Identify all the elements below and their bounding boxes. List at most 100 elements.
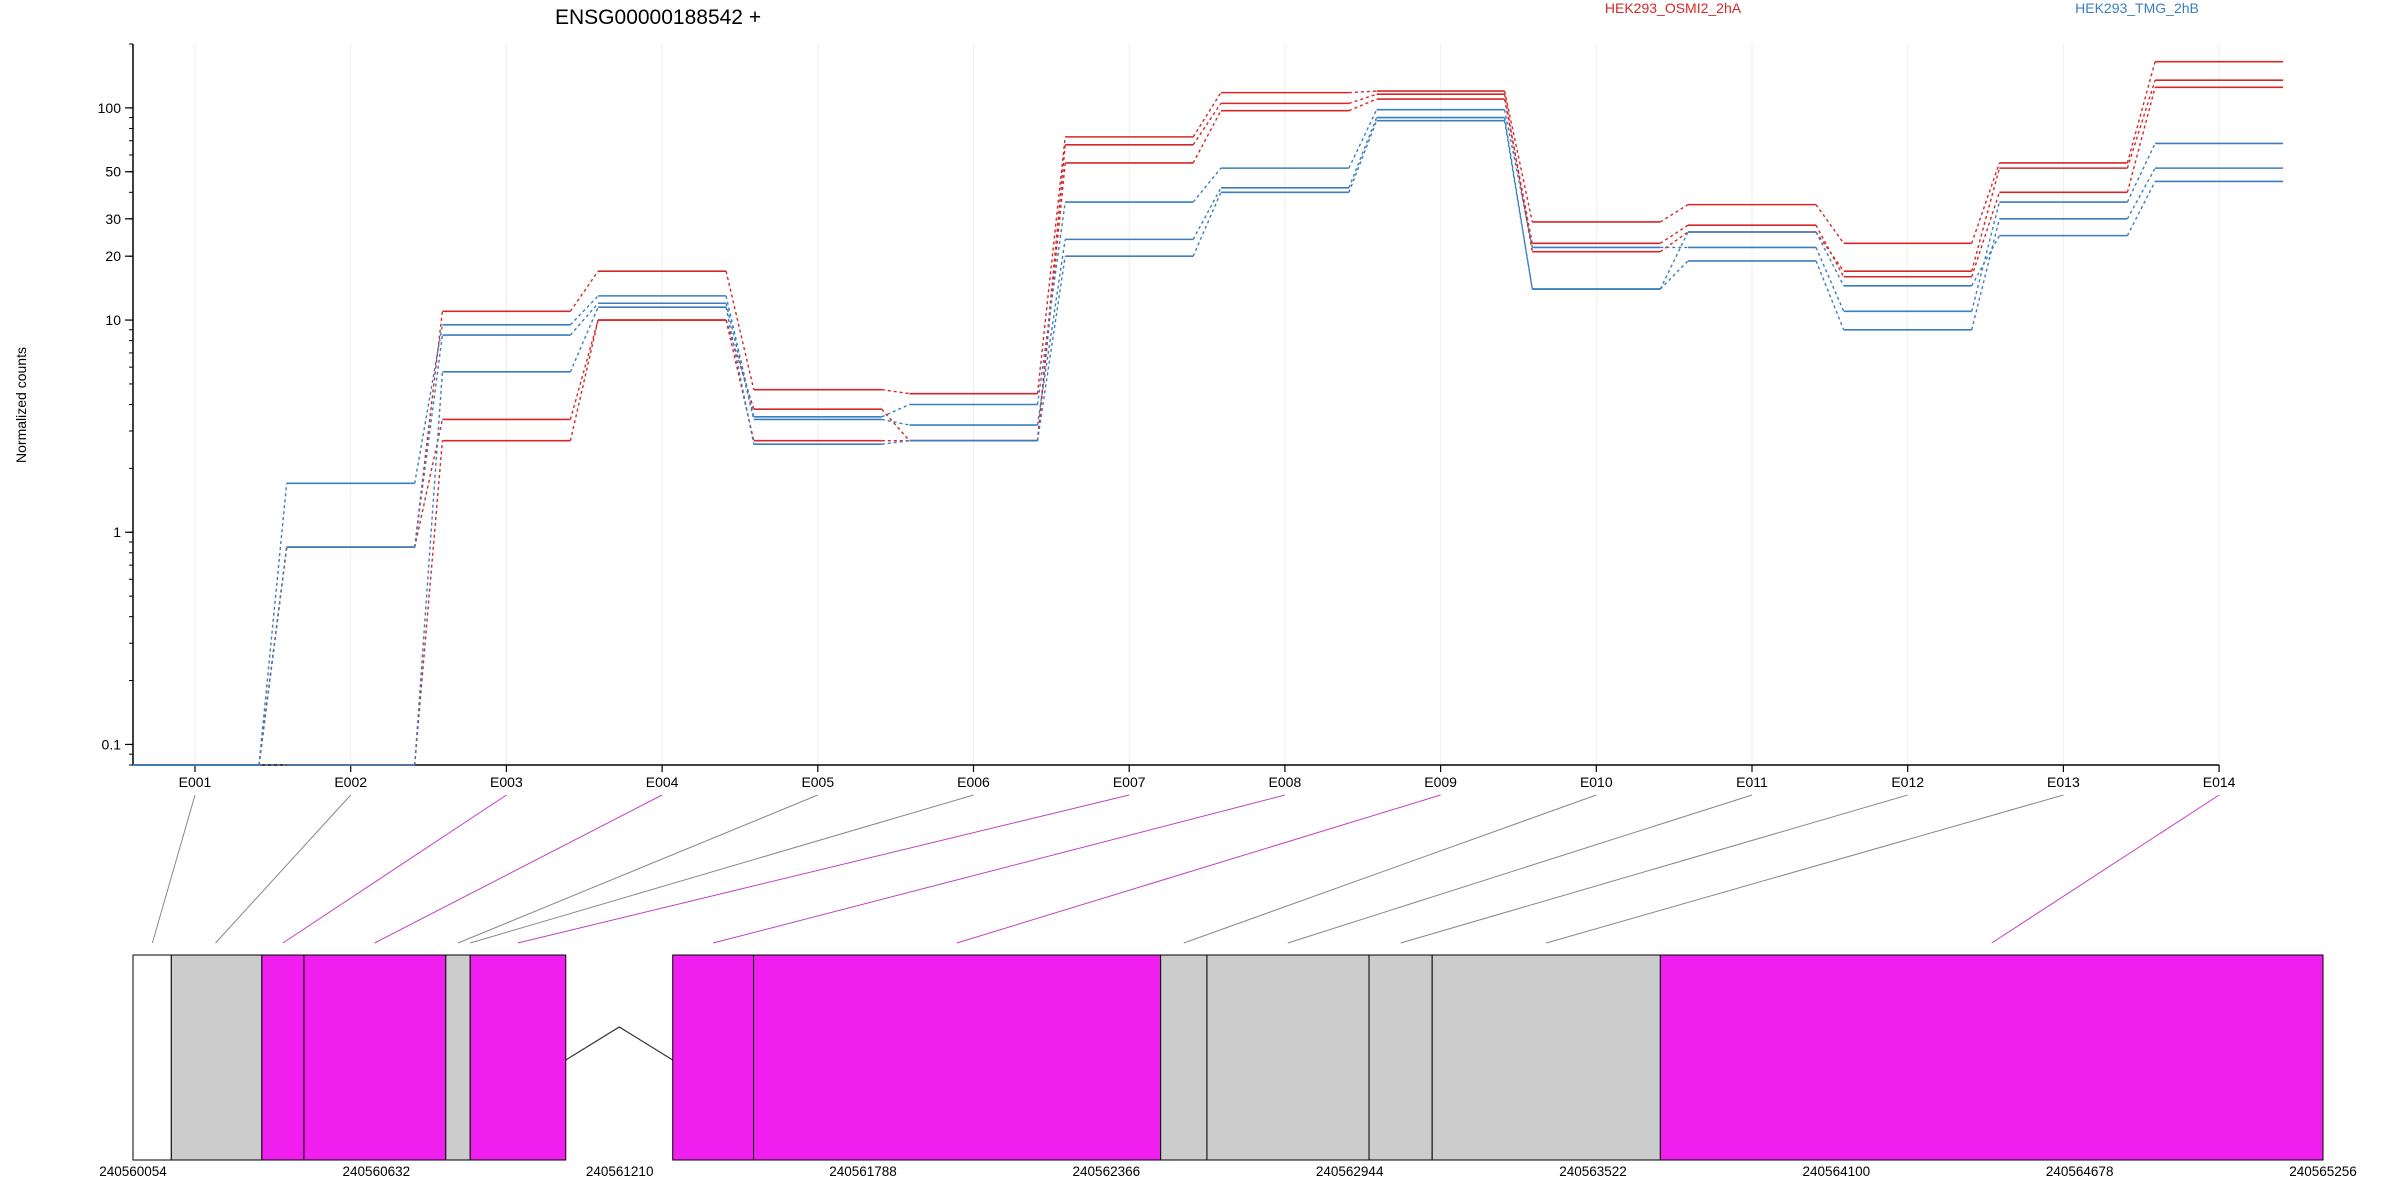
series-link bbox=[1815, 247, 1845, 312]
x-tick-label-E012: E012 bbox=[1891, 774, 1924, 790]
series-link bbox=[725, 295, 755, 417]
connector-E007 bbox=[517, 794, 1130, 944]
series-link bbox=[1348, 90, 1377, 94]
connector-E008 bbox=[713, 794, 1286, 944]
y-tick-label: 100 bbox=[98, 100, 122, 116]
genome-coordinate-label: 240561788 bbox=[829, 1164, 897, 1179]
series-link bbox=[725, 271, 755, 390]
genome-coordinate-label: 240564678 bbox=[2046, 1164, 2114, 1179]
y-axis-label: Normalized counts bbox=[13, 347, 29, 463]
series-link bbox=[725, 307, 755, 445]
series-link bbox=[569, 319, 599, 441]
exon-block-1 bbox=[170, 954, 263, 1161]
genome-coordinate-label: 240561210 bbox=[586, 1164, 654, 1179]
connector-E005 bbox=[457, 794, 818, 944]
exon-block-0 bbox=[132, 954, 172, 1161]
series-link bbox=[881, 388, 910, 395]
exon-block-6 bbox=[672, 954, 755, 1161]
exon-block-8 bbox=[1160, 954, 1208, 1161]
legend-osmi2: HEK293_OSMI2_2hA bbox=[1605, 0, 1742, 16]
series-link bbox=[1192, 110, 1222, 164]
intron-chevron bbox=[565, 1026, 674, 1061]
series-3 bbox=[133, 108, 2284, 766]
genome-coordinate-label: 240562944 bbox=[1316, 1164, 1384, 1179]
series-link bbox=[881, 403, 910, 418]
series-link bbox=[1659, 204, 1689, 223]
series-link bbox=[258, 547, 288, 766]
series-link bbox=[1348, 98, 1377, 112]
chart-title: ENSG00000188542 + bbox=[555, 6, 761, 29]
series-link bbox=[1192, 192, 1222, 257]
connector-E013 bbox=[1546, 794, 2064, 944]
genome-coordinate-label: 240564100 bbox=[1803, 1164, 1871, 1179]
series-link bbox=[881, 408, 911, 442]
gridlines bbox=[194, 44, 2220, 765]
genome-coordinate-label: 240562366 bbox=[1073, 1164, 1141, 1179]
series-link bbox=[881, 440, 910, 445]
series-link bbox=[2126, 80, 2156, 169]
series-link bbox=[1971, 167, 2001, 272]
series-link bbox=[1348, 93, 1377, 105]
series-link bbox=[2126, 167, 2156, 220]
connector-E004 bbox=[374, 794, 663, 944]
series-link bbox=[1659, 260, 1689, 290]
series-link bbox=[414, 324, 444, 484]
series-link bbox=[569, 319, 599, 420]
series-link bbox=[1503, 98, 1533, 244]
axes: 0.1 1 10 20 30 50 100 E001 E002 E003 E004 E005 E006 E… bbox=[98, 43, 2236, 790]
connector-E001 bbox=[151, 794, 196, 944]
series-link bbox=[2126, 87, 2156, 193]
series-link bbox=[881, 418, 910, 426]
series-link bbox=[1348, 117, 1378, 189]
series-link bbox=[1659, 231, 1689, 290]
series-link bbox=[258, 483, 288, 766]
exon-block-7 bbox=[753, 954, 1162, 1161]
exon-block-3 bbox=[303, 954, 447, 1161]
series-link bbox=[2126, 143, 2156, 203]
x-tick-label-E011: E011 bbox=[1736, 774, 1768, 790]
exon-connectors bbox=[151, 794, 2220, 944]
series-link bbox=[1815, 231, 1845, 272]
series-link bbox=[569, 270, 599, 312]
series-link bbox=[1192, 102, 1222, 146]
x-tick-label-E007: E007 bbox=[1113, 774, 1146, 790]
y-tick-label: 50 bbox=[105, 164, 121, 180]
series-lines bbox=[133, 60, 2284, 766]
series-link bbox=[1815, 224, 1845, 278]
exon-block-12 bbox=[1659, 954, 2324, 1161]
exon-block-4 bbox=[445, 954, 471, 1161]
genome-coordinate-label: 240560054 bbox=[99, 1164, 167, 1179]
series-link bbox=[725, 303, 755, 420]
series-link bbox=[1659, 224, 1689, 244]
connector-E003 bbox=[282, 794, 507, 944]
x-tick-label-E003: E003 bbox=[490, 774, 523, 790]
series-link bbox=[1036, 201, 1066, 405]
genome-coordinate-label: 240565256 bbox=[2289, 1164, 2357, 1179]
x-tick-label-E008: E008 bbox=[1269, 774, 1302, 790]
connector-E009 bbox=[956, 794, 1441, 944]
series-link bbox=[1971, 235, 2001, 287]
y-tick-label: 30 bbox=[105, 211, 121, 227]
x-tick-label-E010: E010 bbox=[1580, 774, 1613, 790]
connector-E011 bbox=[1287, 794, 1753, 944]
series-5 bbox=[133, 119, 2284, 766]
series-link bbox=[1192, 92, 1222, 138]
connector-E006 bbox=[470, 794, 974, 944]
exon-block-5 bbox=[469, 954, 567, 1161]
x-tick-label-E009: E009 bbox=[1424, 774, 1457, 790]
series-0 bbox=[133, 60, 2284, 766]
x-tick-label-E001: E001 bbox=[179, 774, 212, 790]
y-tick-label: 1 bbox=[113, 524, 121, 540]
series-link bbox=[1503, 120, 1533, 290]
series-link bbox=[1348, 120, 1378, 193]
x-tick-label-E002: E002 bbox=[334, 774, 367, 790]
x-tick-label-E006: E006 bbox=[957, 774, 990, 790]
series-2 bbox=[133, 86, 2284, 766]
series-link bbox=[1348, 109, 1378, 169]
gene-model: 240560054 240560632 240561210 240561788 2405… bbox=[99, 954, 2357, 1179]
series-link bbox=[414, 371, 444, 766]
exon-block-10 bbox=[1368, 954, 1433, 1161]
series-link bbox=[1971, 201, 2001, 312]
series-link bbox=[1815, 204, 1845, 244]
x-tick-label-E014: E014 bbox=[2203, 774, 2236, 790]
